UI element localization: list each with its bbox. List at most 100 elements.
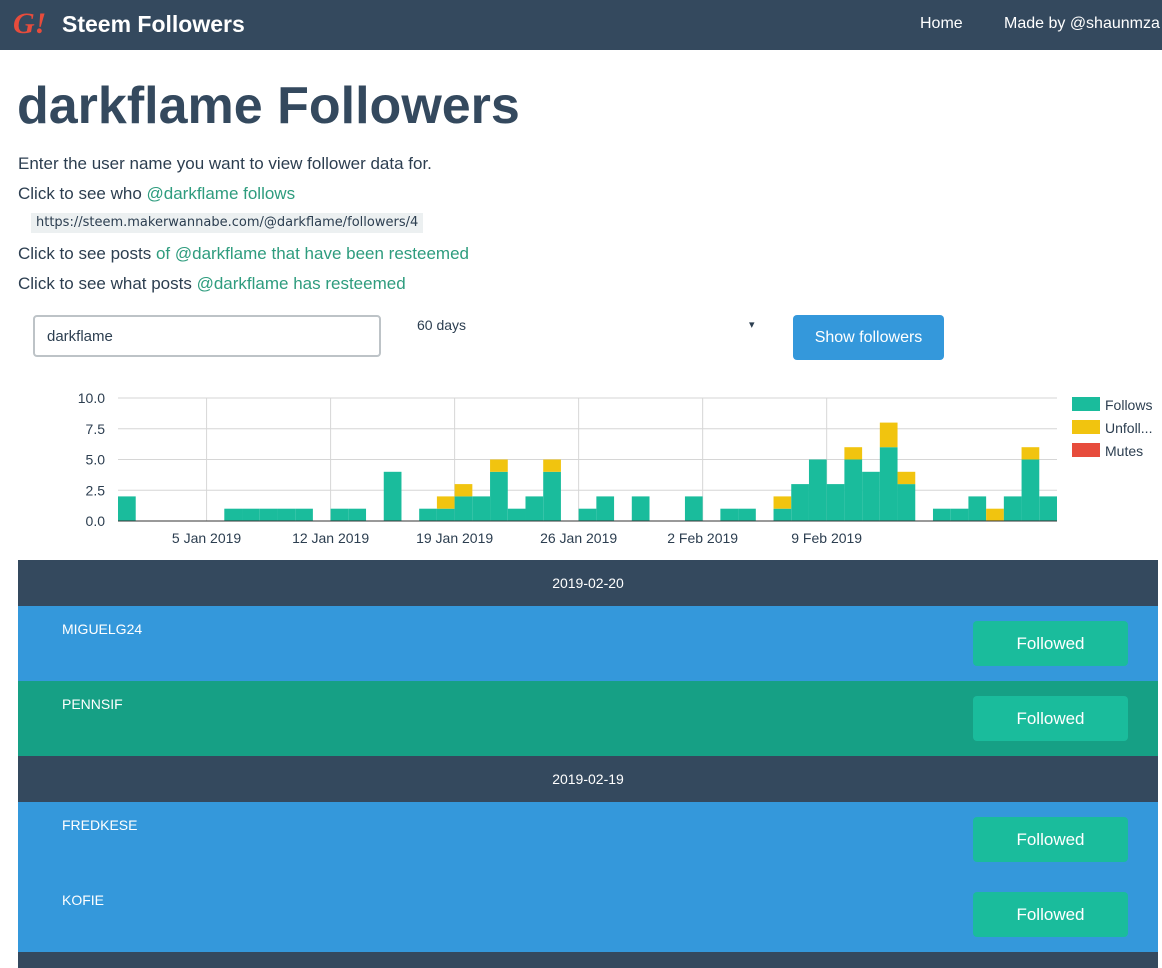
bar-follows [720, 508, 739, 521]
bar-follows [932, 508, 951, 521]
bar-follows [472, 496, 491, 521]
feed-row: miguelg24 Followed [18, 606, 1158, 681]
follows-line: Click to see who @darkflame follows [18, 183, 295, 205]
bar-follows [259, 508, 278, 521]
follower-name[interactable]: pennsif [62, 696, 123, 712]
bar-follows [596, 496, 615, 521]
resteemed-link[interactable]: of @darkflame that have been resteemed [155, 244, 470, 263]
bar-follows [968, 496, 987, 521]
bar-follows [490, 471, 508, 521]
bar-follows [684, 496, 703, 521]
logo-icon[interactable]: G! [13, 7, 47, 40]
resteemed-line: Click to see posts of @darkflame that ha… [18, 243, 469, 265]
y-tick-label: 10.0 [78, 390, 105, 406]
y-tick-label: 0.0 [86, 513, 106, 529]
intro-text: Enter the user name you want to view fol… [18, 154, 432, 173]
bar-follows [454, 496, 473, 521]
x-tick-label: 12 Jan 2019 [292, 530, 369, 546]
legend-label-follows: Follows [1105, 397, 1153, 413]
range-select[interactable]: 60 days ▾ [405, 310, 765, 340]
has-resteemed-prefix: Click to see what posts [18, 274, 197, 293]
bar-follows [844, 459, 863, 521]
bar-unfoll [844, 447, 863, 460]
bar-follows [578, 508, 597, 521]
bar-follows [242, 508, 260, 521]
bar-follows [277, 508, 296, 521]
followed-button[interactable]: Followed [973, 621, 1128, 666]
brand-link[interactable]: Steem Followers [62, 11, 245, 37]
follows-link[interactable]: @darkflame follows [146, 184, 296, 203]
bar-follows [383, 471, 402, 521]
has-resteemed-link[interactable]: @darkflame has resteemed [196, 274, 406, 293]
bar-follows [862, 471, 880, 521]
bar-unfoll [879, 422, 898, 448]
y-tick-label: 7.5 [86, 421, 106, 437]
bar-follows [348, 508, 367, 521]
legend-swatch-unfollows [1072, 420, 1100, 434]
bar-follows [436, 508, 455, 521]
page-title: darkflame Followers [17, 77, 520, 135]
followed-button[interactable]: Followed [973, 892, 1128, 937]
bar-follows [773, 508, 792, 521]
bar-follows [826, 484, 845, 521]
bar-unfoll [897, 471, 916, 485]
x-tick-label: 2 Feb 2019 [667, 530, 738, 546]
show-followers-button[interactable]: Show followers [793, 315, 944, 360]
legend-swatch-follows [1072, 397, 1100, 411]
followed-button[interactable]: Followed [973, 817, 1128, 862]
bar-follows [330, 508, 349, 521]
range-select-value: 60 days [417, 317, 467, 333]
bar-follows [738, 508, 756, 521]
follower-feed: 2019-02-20 miguelg24 Followed pennsif Fo… [18, 560, 1158, 968]
bar-unfoll [543, 459, 561, 472]
legend-swatch-mutes [1072, 443, 1100, 457]
username-input[interactable] [33, 315, 381, 357]
follower-name[interactable]: miguelg24 [62, 621, 143, 637]
date-header [18, 952, 1158, 968]
bar-follows [543, 471, 561, 521]
bar-follows [631, 496, 650, 521]
bar-follows [1003, 496, 1022, 521]
bar-follows [224, 508, 243, 521]
followers-chart: 0.0 2.5 5.0 7.5 10.0 5 Jan 2019 12 Jan 2019 19 … [78, 390, 1057, 546]
url-tooltip: https://steem.makerwannabe.com/@darkflam… [31, 213, 424, 233]
home-link[interactable]: Home [920, 15, 963, 32]
feed-row: fredkese Followed [18, 802, 1158, 877]
chevron-down-icon: ▾ [749, 319, 755, 331]
bar-follows [950, 508, 969, 521]
x-tick-label: 9 Feb 2019 [791, 530, 862, 546]
followed-button[interactable]: Followed [973, 696, 1128, 741]
legend-label-unfollows: Unfoll... [1105, 420, 1153, 436]
bar-unfoll [986, 508, 1004, 521]
bar-follows [897, 484, 916, 521]
bar-follows [507, 508, 526, 521]
made-by-link[interactable]: Made by @shaunmza [1004, 15, 1160, 32]
feed-row: pennsif Followed [18, 681, 1158, 756]
legend-label-mutes: Mutes [1105, 443, 1144, 459]
date-header: 2019-02-19 [18, 756, 1158, 802]
x-tick-label: 26 Jan 2019 [540, 530, 617, 546]
has-resteemed-line: Click to see what posts @darkflame has r… [18, 273, 406, 295]
y-tick-label: 2.5 [86, 482, 106, 498]
bar-unfoll [490, 459, 508, 472]
bar-unfoll [773, 496, 792, 509]
bar-follows [118, 496, 136, 521]
bar-follows [419, 508, 437, 521]
bar-follows [879, 447, 898, 521]
navbar: G! Steem Followers Home Made by @shaunmz… [0, 0, 1162, 50]
feed-row: kofie Followed [18, 877, 1158, 952]
follows-prefix: Click to see who [18, 184, 147, 203]
follower-name[interactable]: fredkese [62, 817, 138, 833]
bar-follows [525, 496, 544, 521]
resteemed-prefix: Click to see posts [18, 244, 156, 263]
bar-follows [1021, 459, 1040, 521]
x-tick-label: 5 Jan 2019 [172, 530, 241, 546]
follower-name[interactable]: kofie [62, 892, 105, 908]
bar-follows [808, 459, 827, 521]
bar-follows [791, 484, 809, 521]
bar-unfoll [454, 484, 473, 497]
bar-follows [1039, 496, 1057, 521]
x-tick-label: 19 Jan 2019 [416, 530, 493, 546]
bar-unfoll [436, 496, 455, 509]
y-tick-label: 5.0 [86, 452, 106, 468]
